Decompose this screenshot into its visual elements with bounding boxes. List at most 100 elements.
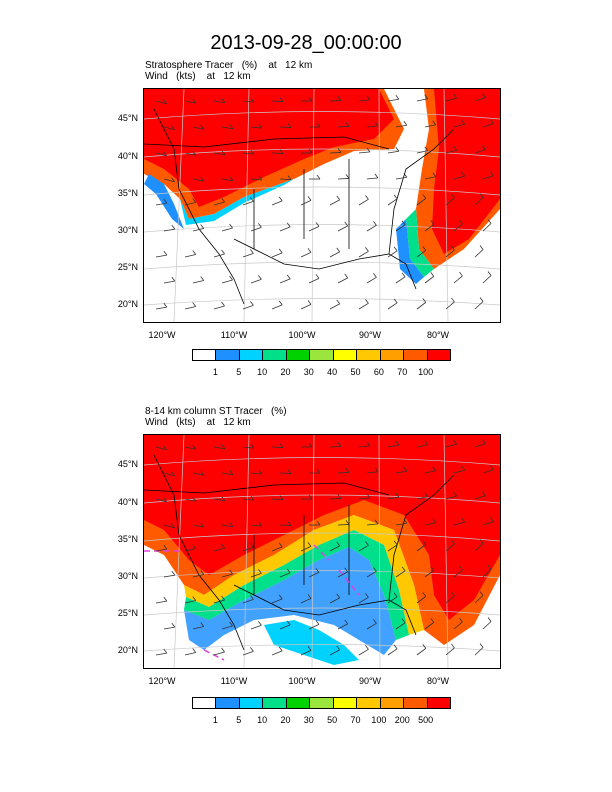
colorbar-swatch	[310, 698, 334, 708]
wind-barb-flag	[482, 145, 486, 150]
wind-barb	[192, 178, 204, 182]
colorbar-label: 30	[303, 367, 314, 377]
wind-barb-flag	[403, 121, 408, 126]
wind-barb-flag	[192, 445, 197, 450]
wind-barb-flag	[430, 220, 435, 225]
wind-barb	[163, 280, 175, 284]
wind-barb-flag	[308, 494, 313, 500]
panel2-tracer-patches-cyan	[264, 620, 359, 665]
wind-barb-flag	[432, 120, 437, 125]
wind-barb	[192, 126, 204, 130]
wind-barb	[337, 524, 350, 526]
wind-barb	[300, 251, 312, 258]
wind-barb-flag	[278, 300, 283, 306]
wind-barb-flag	[393, 540, 398, 546]
wind-barb-flag	[221, 595, 225, 601]
panel1-lat-label: 20°N	[117, 299, 138, 309]
wind-barb-flag	[365, 247, 369, 252]
wind-barb	[242, 201, 254, 206]
wind-barb-flag	[192, 648, 197, 653]
wind-barb-flag	[487, 219, 492, 224]
wind-barb-flag	[345, 520, 350, 525]
wind-barb-flag	[459, 617, 463, 623]
panel1-tracer-edge-cyan	[180, 179, 294, 225]
wind-barb	[445, 301, 455, 310]
wind-barb-flag	[336, 195, 341, 201]
wind-barb-flag	[424, 94, 429, 99]
wind-barb-flag	[336, 593, 341, 599]
wind-barb	[416, 150, 428, 154]
wind-barb	[242, 547, 254, 552]
wind-barb-flag	[422, 540, 427, 545]
wind-barb	[337, 178, 350, 180]
wind-barb-flag	[422, 194, 427, 199]
wind-barb-flag	[365, 593, 369, 598]
wind-barb	[453, 469, 465, 474]
wind-barb-flag	[422, 246, 427, 251]
wind-barb-flag	[221, 301, 225, 307]
wind-barb-flag	[430, 566, 435, 571]
panel2-map	[143, 434, 501, 669]
wind-barb-flag	[200, 523, 205, 528]
panel2-lat-label: 35°N	[117, 534, 138, 544]
wind-barb	[329, 100, 342, 102]
wind-barb	[271, 650, 283, 656]
wind-barb	[395, 176, 407, 180]
colorbar-label: 5	[236, 715, 242, 725]
panel1-lat-label: 35°N	[117, 188, 138, 198]
wind-barb-flag	[171, 622, 176, 628]
wind-barb	[474, 495, 486, 500]
wind-barb-flag	[490, 119, 494, 124]
wind-barb-flag	[171, 570, 176, 576]
wind-barb-flag	[430, 272, 435, 277]
wind-barb	[366, 622, 377, 630]
wind-barb-flag	[192, 250, 197, 255]
wind-barb-flag	[432, 466, 437, 471]
wind-barb	[445, 495, 457, 500]
wind-barb-flag	[308, 148, 313, 154]
panel1-lat-label: 30°N	[117, 225, 138, 235]
wind-barb	[329, 597, 340, 604]
wind-barb	[213, 305, 225, 310]
wind-barb	[337, 571, 348, 578]
wind-barb-flag	[345, 468, 350, 473]
wind-barb	[445, 249, 455, 258]
colorbar-swatch	[286, 350, 311, 360]
colorbar-swatch	[427, 698, 450, 708]
panel2-lat-label: 45°N	[117, 459, 138, 469]
wind-barb	[445, 543, 455, 552]
wind-barb	[358, 596, 369, 604]
colorbar-swatch	[310, 350, 334, 360]
wind-barb	[155, 548, 167, 552]
wind-barb	[395, 570, 406, 578]
wind-barb	[453, 123, 465, 128]
wind-barb	[482, 123, 494, 128]
wind-barb	[163, 126, 175, 131]
wind-barb-flag	[171, 471, 175, 477]
wind-barb	[163, 626, 175, 630]
wind-barb	[242, 100, 254, 103]
wind-barb-flag	[482, 491, 486, 496]
wind-barb	[308, 277, 320, 284]
wind-barb-flag	[163, 596, 168, 602]
wind-barb-flag	[344, 567, 349, 573]
wind-barb	[300, 303, 312, 310]
wind-barb	[279, 126, 292, 128]
wind-barb	[387, 444, 399, 448]
wind-barb	[474, 249, 484, 258]
wind-barb-flag	[422, 644, 427, 649]
wind-barb-flag	[365, 645, 369, 650]
colorbar-label: 50	[350, 367, 361, 377]
wind-barb	[250, 524, 262, 527]
panel1-map-svg	[144, 89, 500, 322]
wind-barb-flag	[229, 522, 234, 527]
wind-barb	[184, 548, 196, 552]
wind-barb-flag	[163, 648, 168, 654]
wind-barb-flag	[287, 469, 292, 474]
wind-barb-flag	[479, 539, 484, 544]
colorbar-label: 70	[350, 715, 361, 725]
wind-barb	[155, 306, 167, 310]
wind-barb-flag	[163, 99, 167, 105]
wind-barb	[416, 444, 428, 448]
wind-barb	[416, 496, 428, 500]
